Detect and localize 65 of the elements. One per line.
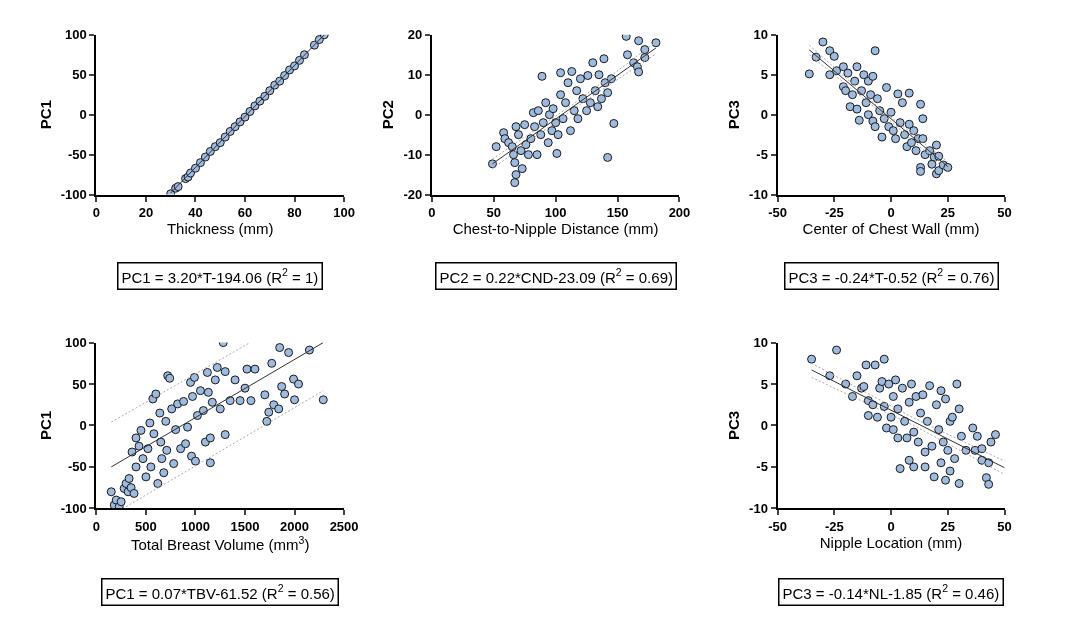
x-tick-label: -25 [824, 518, 844, 534]
y-tick-label: -20 [403, 187, 423, 203]
y-tick-label: -50 [68, 147, 87, 163]
y-tick-label: 5 [760, 376, 768, 392]
y-tick-label: 50 [72, 67, 87, 83]
y-axis-title: PC2 [379, 100, 397, 130]
y-tick-label: 10 [407, 67, 423, 83]
y-tick-label: -5 [756, 147, 768, 163]
y-tick-label: -100 [60, 187, 87, 203]
y-tick-label: 0 [79, 107, 87, 123]
x-tick-label: 200 [668, 205, 691, 221]
y-tick-label: 0 [760, 418, 768, 434]
y-tick-label: 100 [65, 335, 87, 351]
x-axis-title: Thickness (mm) [166, 220, 274, 238]
x-tick-label: 0 [428, 205, 436, 221]
x-tick-label: 0 [887, 518, 895, 534]
y-tick-label: -10 [749, 187, 768, 203]
y-tick-label: 50 [72, 376, 87, 392]
y-tick-label: 0 [414, 107, 423, 123]
x-tick-label: 0 [92, 518, 101, 534]
y-axis-title: PC1 [36, 100, 54, 130]
y-tick-label: 0 [760, 107, 768, 123]
x-tick-label: 50 [486, 205, 501, 221]
x-tick-label: 25 [940, 205, 956, 221]
text: PC3 = -0.24*T-0.52 (R$^{2}$ = 0.76) [788, 266, 995, 286]
text: PC1 = 3.20*T-194.06 (R$^{2}$ = 1) [121, 266, 319, 286]
y-tick-label: -100 [60, 500, 87, 516]
x-tick-label: 25 [940, 518, 956, 534]
x-tick-label: 150 [606, 205, 629, 221]
x-tick-label: 500 [135, 518, 157, 534]
y-tick-label: 0 [79, 418, 87, 434]
x-axis-title: Total Breast Volume (mm$^{3}$) [131, 533, 310, 554]
x-tick-label: 1500 [230, 518, 260, 534]
x-tick-label: 2500 [329, 518, 359, 534]
x-tick-label: -25 [824, 205, 844, 221]
x-tick-label: 40 [188, 205, 203, 221]
y-axis-title: PC3 [724, 100, 742, 130]
y-tick-label: 5 [760, 67, 768, 83]
text: PC2 = 0.22*CND-23.09 (R$^{2}$ = 0.69) [439, 266, 673, 286]
y-tick-label: 10 [753, 27, 768, 43]
x-tick-label: 100 [544, 205, 567, 221]
y-tick-label: -5 [756, 459, 768, 475]
x-tick-label: 1000 [181, 518, 210, 534]
y-tick-label: -10 [403, 147, 423, 163]
x-tick-label: 50 [997, 518, 1012, 534]
x-tick-label: 2000 [280, 518, 309, 534]
y-tick-label: 20 [407, 27, 423, 43]
text: PC1 = 0.07*TBV-61.52 (R$^{2}$ = 0.56) [105, 582, 335, 602]
x-axis-title: Nipple Location (mm) [819, 533, 963, 551]
y-tick-label: -10 [749, 500, 768, 516]
y-axis-title: PC1 [36, 410, 54, 441]
y-tick-label: -50 [68, 459, 87, 475]
y-axis-title: PC3 [724, 410, 742, 441]
x-axis-title: Center of Chest Wall (mm) [802, 220, 980, 238]
x-tick-label: 60 [237, 205, 253, 221]
text: PC3 = -0.14*NL-1.85 (R$^{2}$ = 0.46) [782, 582, 1000, 602]
x-tick-label: 80 [287, 205, 302, 221]
x-tick-label: 0 [887, 205, 895, 221]
x-tick-label: 0 [92, 205, 101, 221]
x-tick-label: 50 [997, 205, 1012, 221]
x-tick-label: 100 [333, 205, 355, 221]
x-axis-title: Chest-to-Nipple Distance (mm) [452, 220, 659, 238]
y-tick-label: 100 [65, 27, 87, 43]
x-tick-label: 20 [138, 205, 154, 221]
y-tick-label: 10 [753, 335, 768, 351]
